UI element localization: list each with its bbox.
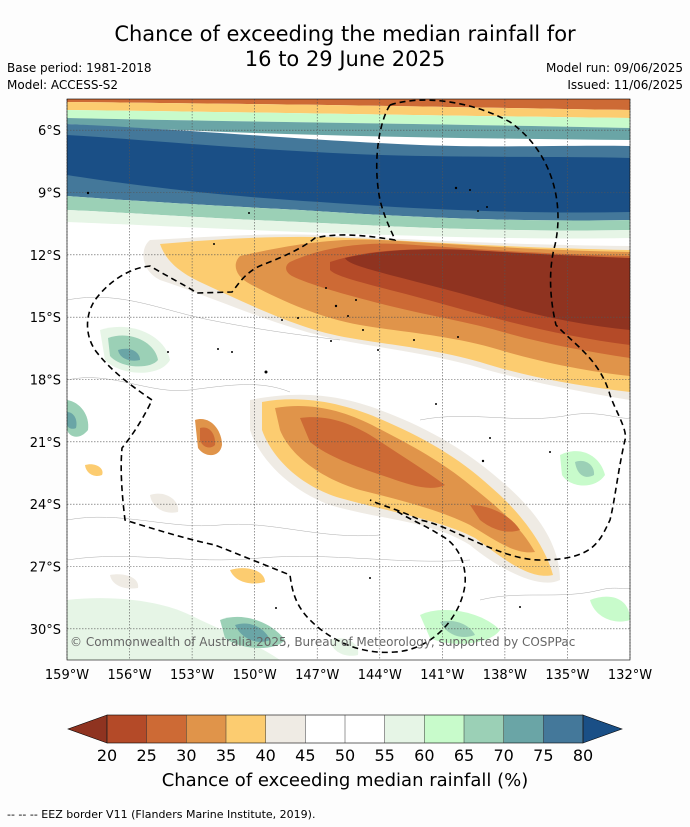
colorbar-tick-label: 75 [533,746,553,765]
colorbar-tick-label: 80 [573,746,593,765]
base-period: Base period: 1981-2018 [7,61,152,75]
lon-tick-label: 147°W [295,668,339,683]
lat-tick-label: 9°S [38,187,61,202]
colorbar-bin [305,715,345,743]
colorbar-bin [543,715,583,743]
colorbar-tick-label: 45 [295,746,315,765]
meta-left: Base period: 1981-2018 Model: ACCESS-S2 [7,60,152,94]
colorbar-tick-label: 50 [335,746,355,765]
colorbar: 20 25 30 35 40 45 50 55 60 65 70 75 80 [67,714,623,765]
model-run-date: Model run: 09/06/2025 [545,61,683,75]
island-markers [86,186,551,609]
title-line-2: 16 to 29 June 2025 [244,47,446,71]
colorbar-title: Chance of exceeding median rainfall (%) [161,770,529,791]
colorbar-bin [464,715,504,743]
lat-tick-label: 24°S [30,498,61,513]
lat-tick-label: 6°S [38,124,61,139]
colorbar-bin [424,715,464,743]
lon-tick-label: 138°W [483,668,527,683]
colorbar-tick-label: 20 [97,746,117,765]
meta-right: Model run: 09/06/2025 Issued: 11/06/2025 [546,60,683,94]
lon-tick-label: 132°W [608,668,652,683]
eez-border [86,99,627,654]
issued-date: Issued: 11/06/2025 [567,78,683,92]
colorbar-bin [226,715,266,743]
colorbar-tick-label: 55 [374,746,394,765]
lat-tick-label: 15°S [30,311,61,326]
colorbar-bin [146,715,187,743]
colorbar-tick-label: 35 [216,746,236,765]
colorbar-tick-label: 60 [414,746,434,765]
lat-tick-label: 27°S [30,561,61,576]
map-figure: © Commonwealth of Australia 2025, Bureau… [30,98,652,765]
lon-tick-label: 159°W [45,668,89,683]
title-line-1: Chance of exceeding the median rainfall … [114,22,576,46]
colorbar-bin [107,715,147,743]
colorbar-tick-label: 25 [136,746,156,765]
lon-tick-label: 135°W [545,668,589,683]
colorbar-extend-low [67,714,108,744]
lat-tick-label: 21°S [30,436,61,451]
colorbar-tick-label: 40 [255,746,275,765]
lon-tick-label: 153°W [170,668,214,683]
lon-tick-label: 150°W [233,668,277,683]
colorbar-tick-label: 70 [493,746,513,765]
colorbar-extend-high [582,714,623,744]
map-frame [66,98,631,661]
lon-tick-label: 156°W [107,668,151,683]
colorbar-bin [186,715,226,743]
colorbar-bin [384,715,425,743]
colorbar-bin [503,715,544,743]
colorbar-bin [345,715,385,743]
chart-title: Chance of exceeding the median rainfall … [0,22,690,72]
colorbar-tick-label: 30 [176,746,196,765]
lon-tick-label: 141°W [420,668,464,683]
lat-tick-label: 18°S [30,374,61,389]
colorbar-tick-label: 65 [454,746,474,765]
lon-tick-label: 144°W [358,668,402,683]
model-name: Model: ACCESS-S2 [7,78,119,92]
latitude-labels: 6°S 9°S 12°S 15°S 18°S 21°S 24°S 27°S 30°S [30,124,61,638]
lat-tick-label: 12°S [30,249,61,264]
colorbar-bin [265,715,306,743]
lat-tick-label: 30°S [30,623,61,638]
copyright-notice: © Commonwealth of Australia 2025, Bureau… [70,635,575,649]
longitude-labels: 159°W 156°W 153°W 150°W 147°W 144°W 141°W 138°W… [45,668,652,683]
eez-footnote: -- -- -- EEZ border V11 (Flanders Marine… [7,808,316,821]
